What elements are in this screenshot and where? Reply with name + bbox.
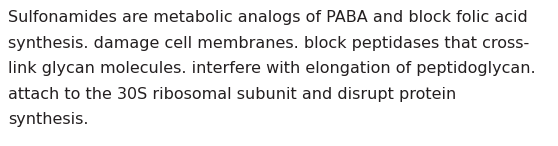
Text: link glycan molecules. interfere with elongation of peptidoglycan.: link glycan molecules. interfere with el… — [8, 61, 536, 76]
Text: attach to the 30S ribosomal subunit and disrupt protein: attach to the 30S ribosomal subunit and … — [8, 87, 456, 102]
Text: synthesis.: synthesis. — [8, 112, 89, 127]
Text: synthesis. damage cell membranes. block peptidases that cross-: synthesis. damage cell membranes. block … — [8, 36, 530, 51]
Text: Sulfonamides are metabolic analogs of PABA and block folic acid: Sulfonamides are metabolic analogs of PA… — [8, 10, 528, 25]
